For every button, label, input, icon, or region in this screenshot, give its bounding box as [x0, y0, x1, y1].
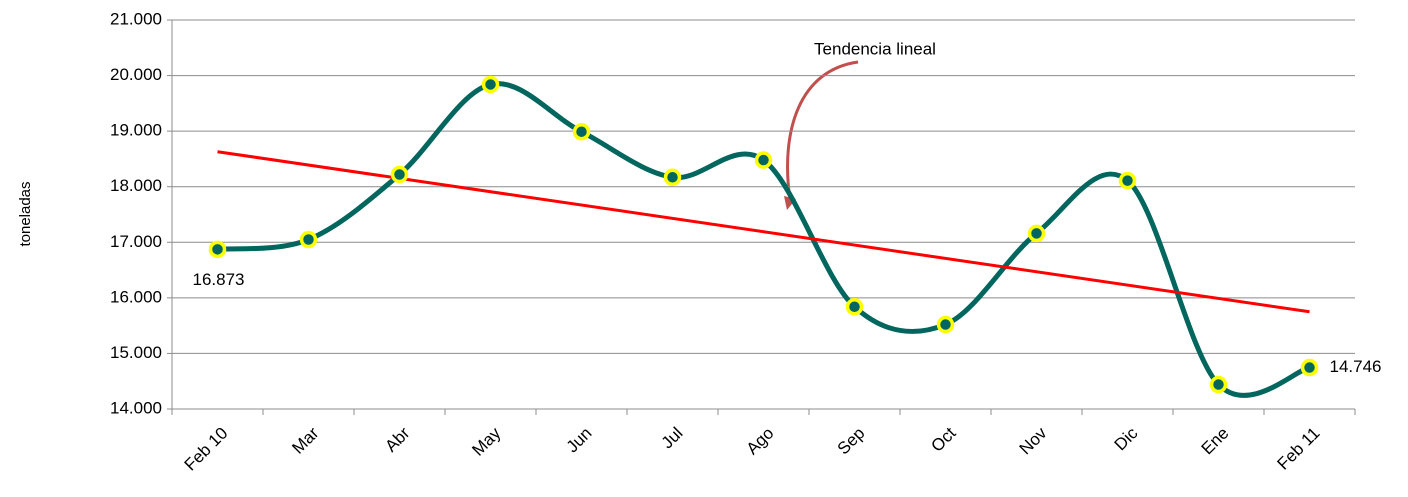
x-tick-label: Nov	[1016, 423, 1051, 458]
data-point	[299, 230, 318, 249]
annotation: Tendencia lineal	[814, 39, 936, 58]
data-point	[208, 240, 227, 259]
y-tick-label: 21.000	[110, 9, 162, 28]
series-line	[217, 81, 1311, 398]
data-label: 14.746	[1330, 357, 1382, 376]
x-tick-label: Ago	[743, 424, 778, 459]
data-point	[845, 297, 864, 316]
y-tick-label: 19.000	[110, 121, 162, 140]
x-tick-label: Mar	[288, 423, 322, 457]
data-point	[1300, 358, 1319, 377]
x-tick-label: Abr	[381, 423, 413, 455]
x-tick-label: May	[468, 423, 504, 459]
data-point	[1209, 375, 1228, 394]
data-point	[390, 165, 409, 184]
x-tick-label: Jun	[563, 424, 596, 457]
y-tick-label: 16.000	[110, 287, 162, 306]
x-tick-label: Oct	[927, 423, 959, 455]
trend-line	[217, 150, 1310, 314]
x-tick-label: Feb 11	[1274, 424, 1324, 474]
y-tick-label: 17.000	[110, 232, 162, 251]
y-tick-label: 15.000	[110, 343, 162, 362]
y-tick-label: 18.000	[110, 176, 162, 195]
x-tick-label: Sep	[834, 424, 869, 459]
data-label: 16.873	[193, 270, 245, 289]
data-point	[481, 75, 500, 94]
x-tick-label: Feb 10	[181, 424, 232, 475]
data-point	[1118, 171, 1137, 190]
annotation-arrow	[786, 60, 859, 201]
data-point	[936, 315, 955, 334]
data-point	[572, 122, 591, 141]
y-axis-label: toneladas	[17, 181, 34, 246]
data-point	[754, 151, 773, 169]
x-tick-label: Jul	[658, 424, 687, 453]
y-tick-label: 14.000	[110, 398, 162, 417]
x-tick-label: Ene	[1198, 424, 1233, 459]
data-point	[663, 168, 682, 187]
y-tick-label: 20.000	[110, 65, 162, 84]
x-tick-label: Dic	[1111, 423, 1142, 454]
data-point	[1027, 224, 1046, 243]
